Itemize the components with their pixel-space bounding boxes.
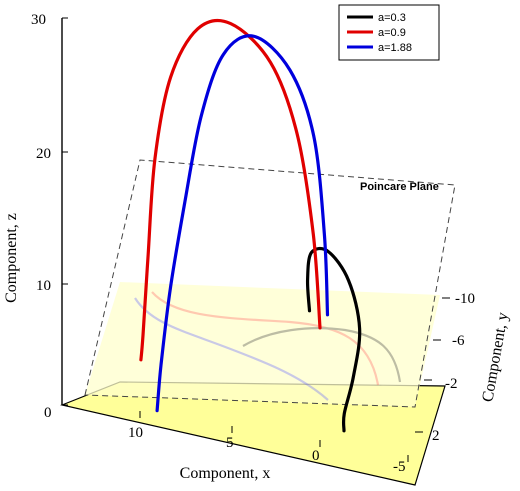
poincare-plane-fill — [85, 282, 440, 407]
y-tick-label-minus6: -6 — [452, 333, 465, 349]
poincare-plane-label: Poincare Plane — [360, 181, 439, 193]
y-tick-label-2: 2 — [432, 428, 440, 444]
legend-label-a188: a=1.88 — [378, 42, 412, 54]
x-tick-label-0: 0 — [312, 448, 320, 464]
z-tick-label-30: 30 — [31, 12, 46, 28]
x-tick-label-minus5: -5 — [393, 459, 406, 475]
series-a03-line — [305, 246, 362, 433]
shadow-red — [151, 291, 380, 386]
y-tick-marks — [415, 297, 450, 433]
x-tick-label-5: 5 — [226, 435, 234, 451]
trajectory-shadows — [134, 291, 402, 401]
series-a09-line — [139, 18, 322, 362]
shadow-blue — [134, 297, 329, 401]
poincare-plane-outline — [84, 159, 456, 408]
shadow-black — [242, 327, 402, 383]
series-a188-line — [155, 34, 330, 413]
y-axis-label-text: Component, y — [479, 311, 511, 403]
y-tick-label-minus2: -2 — [445, 376, 458, 392]
x-axis-label: Component, x — [180, 465, 271, 482]
legend-label-a03: a=0.3 — [378, 12, 406, 24]
z-tick-label-20: 20 — [36, 146, 51, 162]
z-tick-label-0: 0 — [44, 405, 52, 421]
z-axis-label-text: Component, z — [3, 213, 20, 303]
z-tick-label-10: 10 — [36, 278, 51, 294]
x-tick-label-10: 10 — [128, 425, 143, 441]
y-axis-label: Component, y — [479, 311, 511, 403]
z-axis-label: Component, z — [3, 213, 20, 303]
y-tick-label-minus10: -10 — [455, 291, 475, 307]
legend: a=0.3 a=0.9 a=1.88 — [338, 4, 440, 61]
z-tick-marks — [62, 17, 68, 406]
series-layer — [139, 18, 362, 433]
x-tick-marks — [139, 411, 409, 462]
legend-label-a09: a=0.9 — [378, 27, 406, 39]
